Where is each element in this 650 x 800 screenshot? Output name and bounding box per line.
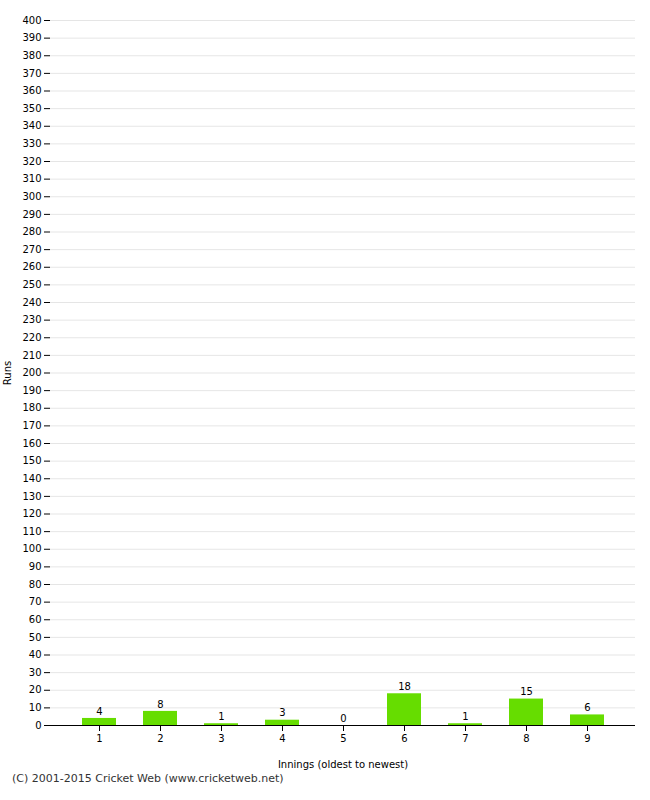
- svg-text:8: 8: [523, 733, 529, 744]
- svg-text:4: 4: [279, 733, 285, 744]
- svg-text:6: 6: [401, 733, 407, 744]
- svg-text:0: 0: [35, 720, 41, 731]
- svg-text:400: 400: [22, 15, 41, 26]
- svg-text:1: 1: [96, 733, 102, 744]
- svg-text:80: 80: [29, 579, 42, 590]
- svg-text:1: 1: [462, 711, 468, 722]
- svg-text:4: 4: [96, 706, 102, 717]
- svg-text:340: 340: [22, 120, 41, 131]
- svg-text:18: 18: [398, 681, 411, 692]
- svg-text:Runs: Runs: [2, 361, 13, 385]
- svg-text:180: 180: [22, 402, 41, 413]
- svg-text:10: 10: [29, 702, 42, 713]
- svg-text:70: 70: [29, 596, 42, 607]
- svg-text:270: 270: [22, 244, 41, 255]
- svg-text:120: 120: [22, 508, 41, 519]
- svg-text:360: 360: [22, 85, 41, 96]
- svg-text:250: 250: [22, 279, 41, 290]
- svg-text:240: 240: [22, 297, 41, 308]
- svg-text:30: 30: [29, 667, 42, 678]
- svg-text:200: 200: [22, 367, 41, 378]
- svg-text:0: 0: [340, 713, 346, 724]
- svg-text:60: 60: [29, 614, 42, 625]
- svg-text:3: 3: [218, 733, 224, 744]
- svg-text:210: 210: [22, 350, 41, 361]
- svg-text:1: 1: [218, 711, 224, 722]
- svg-text:140: 140: [22, 473, 41, 484]
- svg-text:370: 370: [22, 68, 41, 79]
- svg-text:2: 2: [157, 733, 163, 744]
- svg-text:230: 230: [22, 314, 41, 325]
- svg-text:160: 160: [22, 438, 41, 449]
- svg-text:90: 90: [29, 561, 42, 572]
- svg-text:15: 15: [520, 686, 533, 697]
- svg-text:7: 7: [462, 733, 468, 744]
- svg-text:8: 8: [157, 699, 163, 710]
- svg-text:300: 300: [22, 191, 41, 202]
- svg-text:290: 290: [22, 209, 41, 220]
- svg-text:190: 190: [22, 385, 41, 396]
- svg-text:170: 170: [22, 420, 41, 431]
- svg-text:20: 20: [29, 684, 42, 695]
- svg-text:6: 6: [584, 702, 590, 713]
- svg-text:50: 50: [29, 632, 42, 643]
- svg-text:9: 9: [584, 733, 590, 744]
- svg-text:5: 5: [340, 733, 346, 744]
- svg-text:130: 130: [22, 491, 41, 502]
- svg-text:380: 380: [22, 50, 41, 61]
- svg-text:330: 330: [22, 138, 41, 149]
- svg-text:3: 3: [279, 707, 285, 718]
- svg-text:110: 110: [22, 526, 41, 537]
- svg-text:150: 150: [22, 455, 41, 466]
- svg-text:220: 220: [22, 332, 41, 343]
- svg-text:Innings (oldest to newest): Innings (oldest to newest): [278, 759, 408, 770]
- svg-text:260: 260: [22, 261, 41, 272]
- svg-text:40: 40: [29, 649, 42, 660]
- svg-text:310: 310: [22, 173, 41, 184]
- svg-text:100: 100: [22, 543, 41, 554]
- svg-text:280: 280: [22, 226, 41, 237]
- svg-text:320: 320: [22, 156, 41, 167]
- html-text:(C) 2001-2015 Cricket Web (www: (C) 2001-2015 Cricket Web (www.cricketwe…: [12, 772, 284, 785]
- svg-text:390: 390: [22, 32, 41, 43]
- svg-text:350: 350: [22, 103, 41, 114]
